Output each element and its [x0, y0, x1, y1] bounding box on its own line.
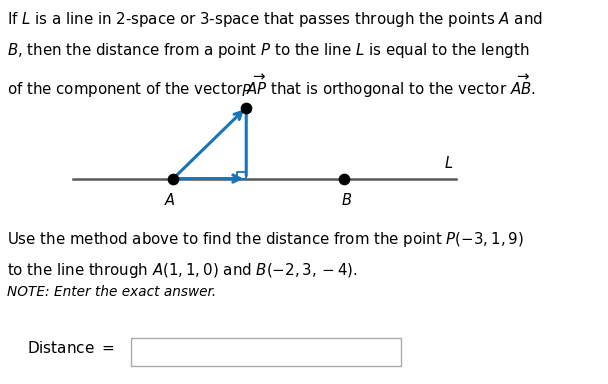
Text: of the component of the vector $\overrightarrow{AP}$ that is orthogonal to the v: of the component of the vector $\overrig… — [7, 73, 536, 100]
Text: NOTE: Enter the exact answer.: NOTE: Enter the exact answer. — [7, 285, 216, 299]
Point — [241, 104, 251, 111]
Text: $P$: $P$ — [241, 83, 252, 99]
Point — [339, 175, 348, 182]
Text: Distance $=$: Distance $=$ — [27, 340, 115, 356]
Text: to the line through $A(1, 1, 0)$ and $B(-2, 3, -4)$.: to the line through $A(1, 1, 0)$ and $B(… — [7, 261, 358, 280]
Text: If $L$ is a line in 2-space or 3-space that passes through the points $A$ and: If $L$ is a line in 2-space or 3-space t… — [7, 10, 543, 28]
Text: $B$, then the distance from a point $P$ to the line $L$ is equal to the length: $B$, then the distance from a point $P$ … — [7, 41, 530, 60]
Text: Use the method above to find the distance from the point $P(-3, 1, 9)$: Use the method above to find the distanc… — [7, 230, 524, 249]
Text: $L$: $L$ — [444, 155, 453, 171]
Text: $A$: $A$ — [164, 192, 176, 208]
Text: $B$: $B$ — [341, 192, 352, 208]
Point — [168, 175, 178, 182]
